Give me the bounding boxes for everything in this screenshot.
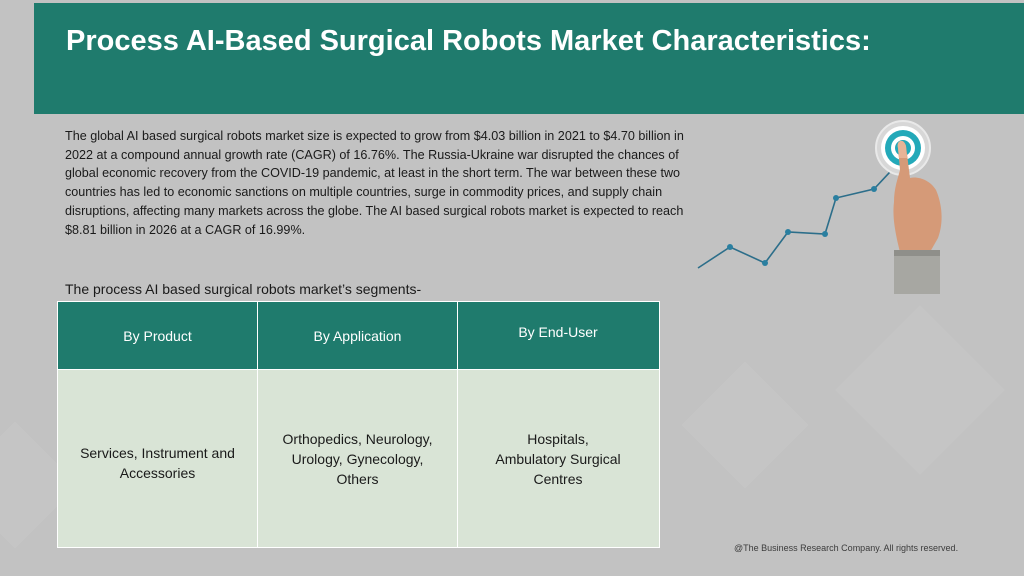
header-by-product: By Product xyxy=(58,302,258,369)
growth-chart-target-icon xyxy=(697,120,942,294)
intro-paragraph: The global AI based surgical robots mark… xyxy=(65,129,684,237)
table-row: Services, Instrument and Accessories Ort… xyxy=(58,369,659,547)
title-banner: Process AI-Based Surgical Robots Market … xyxy=(34,3,1024,114)
table-header-row: By Product By Application By End-User xyxy=(58,302,659,369)
header-by-application: By Application xyxy=(258,302,458,369)
background-shape xyxy=(681,361,809,489)
copyright-footer: @The Business Research Company. All righ… xyxy=(734,543,959,553)
cell-product: Services, Instrument and Accessories xyxy=(58,370,258,547)
cell-application: Orthopedics, Neurology, Urology, Gynecol… xyxy=(258,370,458,547)
page-title: Process AI-Based Surgical Robots Market … xyxy=(66,25,871,57)
segments-table: By Product By Application By End-User Se… xyxy=(57,301,660,548)
header-by-end-user: By End-User xyxy=(518,324,598,340)
background-shape xyxy=(835,305,1005,475)
cell-end-user: Hospitals, Ambulatory Surgical Centres xyxy=(495,430,621,487)
segments-heading: The process AI based surgical robots mar… xyxy=(65,281,422,297)
